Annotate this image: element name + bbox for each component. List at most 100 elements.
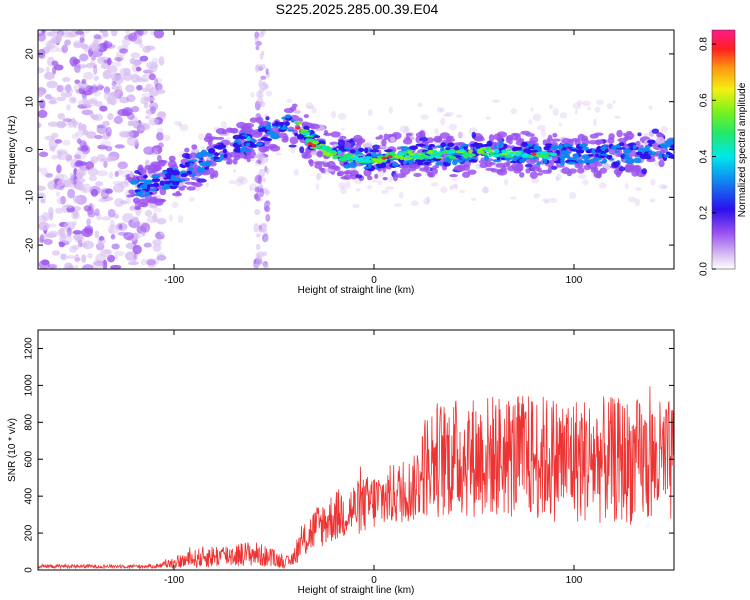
spectrogram-cell [82, 129, 89, 136]
spectrogram-cell [47, 263, 58, 269]
spectrogram-cell [433, 137, 443, 142]
spectrogram-cell [335, 145, 346, 149]
spectrogram-cell [56, 164, 62, 174]
spectrogram-cell [339, 135, 347, 140]
spectrogram-cell [393, 155, 402, 158]
spectrogram-cell [337, 170, 345, 177]
spectrogram-cell [62, 118, 72, 123]
spectrogram-cell [259, 188, 265, 198]
spectrogram-cell [470, 143, 478, 147]
spectrogram-cell [442, 113, 452, 118]
spectrogram-cell [132, 232, 139, 240]
spectrogram-cell [599, 161, 607, 164]
spectrogram-cell [284, 114, 292, 119]
spectrogram-cell [156, 131, 164, 141]
spectrogram-cell [255, 233, 262, 238]
spectrogram-cell [108, 228, 115, 234]
spectrogram-cell [254, 192, 261, 202]
spectrogram-cell [90, 188, 99, 197]
spectrogram-cell [593, 118, 598, 127]
spectrogram-cell [160, 227, 166, 236]
spectrogram-cell [87, 167, 99, 177]
spectrogram-cell [550, 138, 561, 142]
spectrogram-cell [125, 251, 136, 261]
spectrogram-cell [594, 148, 603, 153]
spectrogram-cell [436, 107, 443, 113]
spectrogram-cell [114, 57, 123, 62]
spectrogram-cell [44, 94, 52, 100]
spectrogram-cell [382, 176, 388, 181]
spectrogram-cell [570, 148, 578, 152]
spectrogram-cell [617, 148, 623, 156]
snr-x-label: Height of straight line (km) [298, 585, 415, 596]
spectrogram-cell [180, 179, 187, 182]
spectrogram-cell [290, 145, 296, 154]
spectrogram-cell [112, 183, 125, 193]
spectrogram-cell [77, 181, 84, 192]
spectrogram-cell [74, 130, 84, 138]
spectrogram-cell [541, 198, 550, 203]
spectrogram-cell [41, 212, 50, 222]
spectrogram-cell [491, 99, 501, 103]
spectrogram-cell [72, 220, 77, 226]
spectrogram-cell [70, 158, 78, 169]
spectrogram-cell [594, 163, 603, 167]
spectrogram-cell [482, 186, 490, 194]
spectrogram-cell [153, 30, 165, 39]
spectrogram-cell [38, 109, 48, 119]
spectrogram-cell [143, 96, 156, 102]
spectrogram-cell [107, 112, 114, 121]
spectrogram-cell [116, 84, 123, 94]
spectrogram-cell [134, 189, 141, 192]
spectrogram-cell [65, 179, 74, 188]
spectrogram-cell [515, 134, 522, 143]
spectrogram-cell [210, 156, 215, 160]
spectrogram-cell [144, 209, 153, 217]
spectrogram-cell [191, 172, 196, 178]
snr-y-tick-label: 800 [24, 414, 35, 431]
spectrogram-cell [88, 175, 98, 182]
spectrogram-cell [633, 157, 642, 164]
snr-x-tick-label: 100 [566, 575, 583, 586]
spectrogram-cell [594, 139, 605, 145]
spectrogram-cell [618, 166, 626, 172]
spectrogram-cell [79, 145, 89, 153]
spectrogram-cell [587, 106, 591, 111]
spectrogram-cell [624, 182, 629, 190]
snr-y-tick-label: 400 [24, 487, 35, 504]
spectrogram-cell [166, 167, 174, 173]
spectrogram-cell [213, 152, 220, 156]
spectrogram-cell [299, 146, 305, 154]
spectrogram-cell [501, 149, 508, 154]
snr-x-tick-label: -100 [164, 575, 184, 586]
spectrogram-cell [581, 100, 591, 107]
spectrogram-cell [469, 153, 475, 157]
spectrogram-cell [445, 147, 451, 151]
spectrogram-cell [46, 80, 58, 89]
spectrogram-cell [445, 154, 454, 158]
spectrogram-cell [93, 34, 102, 40]
spectrogram-cell [506, 160, 511, 166]
spectrogram-cell [94, 208, 100, 217]
spectrogram-cell [533, 193, 541, 199]
spectrogram-cell [256, 142, 263, 146]
spectrogram-cell [87, 252, 93, 259]
spectrogram-cell [555, 173, 562, 181]
spectrogram-cell [519, 172, 525, 178]
spectrogram-cell [68, 177, 73, 183]
spectrogram-x-tick-label: 100 [566, 275, 583, 286]
spectrogram-cell [38, 215, 48, 223]
spectrogram-cell [157, 142, 164, 149]
spectrogram-cell [340, 176, 349, 180]
spectrogram-cell [74, 150, 87, 160]
spectrogram-cell [72, 244, 80, 250]
spectrogram-cell [662, 185, 668, 190]
spectrogram-cell [64, 204, 74, 209]
spectrogram-cell [274, 120, 279, 127]
spectrogram-cell [177, 215, 184, 223]
spectrogram-cell [447, 142, 455, 147]
spectrogram-cell [591, 148, 597, 154]
spectrogram-cell [180, 137, 186, 142]
figure-title: S225.2025.285.00.39.E04 [276, 1, 439, 17]
